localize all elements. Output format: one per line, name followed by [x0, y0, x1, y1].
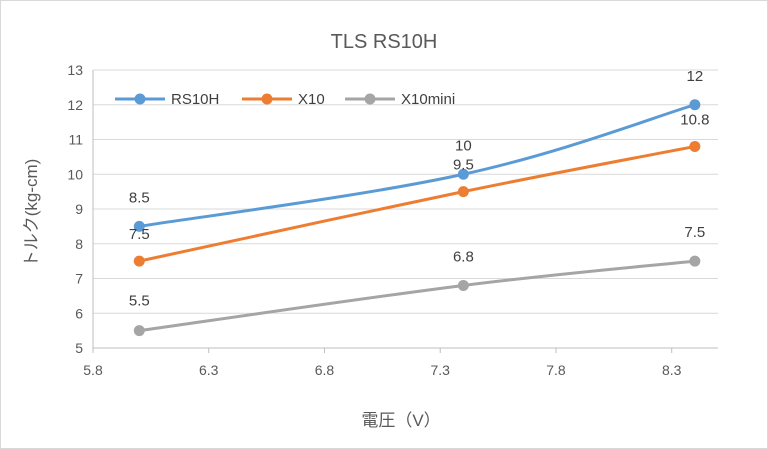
series-line-x10mini	[139, 259, 696, 333]
series-line-x10	[138, 144, 696, 263]
data-label-rs10h: 8.5	[129, 189, 150, 206]
chart-title: TLS RS10H	[331, 31, 438, 53]
data-label-x10mini: 7.5	[684, 224, 705, 241]
data-label-x10: 7.5	[129, 226, 150, 243]
y-tick-label: 7	[75, 271, 83, 287]
data-point-x10	[133, 255, 145, 267]
data-label-x10: 9.5	[453, 157, 474, 174]
x-tick-label: 7.3	[430, 362, 450, 378]
data-point-x10mini	[133, 325, 145, 337]
data-point-rs10h	[133, 220, 145, 232]
data-label-x10mini: 5.5	[129, 293, 150, 310]
y-tick-label: 13	[67, 62, 83, 78]
data-point-x10	[457, 186, 469, 198]
tick-labels: 5 6 7 8 9 10 11 12 13 5.8 6.3 6.8 7.3 7.8 8.3	[67, 62, 681, 378]
series-line-rs10h	[139, 103, 696, 228]
data-label-rs10h: 12	[687, 68, 704, 85]
legend-label: X10mini	[401, 91, 455, 108]
data-label-rs10h: 10	[455, 137, 472, 154]
y-tick-label: 12	[67, 97, 83, 113]
x-tick-label: 6.3	[199, 362, 219, 378]
legend-swatch-marker	[364, 93, 376, 105]
legend: RS10H X10 X10mini	[115, 91, 455, 108]
x-tick-label: 5.8	[83, 362, 103, 378]
data-point-x10	[689, 140, 701, 152]
legend-swatch-marker	[261, 93, 273, 105]
data-label-x10mini: 6.8	[453, 248, 474, 265]
gridlines	[93, 69, 718, 349]
x-tick-label: 8.3	[662, 362, 682, 378]
x-tick-label: 6.8	[315, 362, 335, 378]
axes	[92, 70, 718, 353]
x-tick-label: 7.8	[546, 362, 566, 378]
y-axis-title: トルク(kg-cm)	[22, 159, 41, 268]
y-tick-label: 9	[75, 201, 83, 217]
data-point-x10mini	[457, 279, 469, 291]
legend-label: RS10H	[171, 91, 219, 108]
y-tick-label: 8	[75, 236, 83, 252]
y-tick-label: 11	[68, 132, 83, 148]
data-point-rs10h	[689, 99, 701, 111]
x-axis-title: 電圧（V）	[361, 411, 440, 430]
legend-swatch-marker	[134, 93, 146, 105]
legend-label: X10	[298, 91, 325, 108]
data-point-rs10h	[457, 168, 469, 180]
y-tick-label: 6	[75, 305, 83, 321]
y-tick-label: 5	[75, 340, 83, 356]
data-label-x10: 10.8	[680, 111, 709, 128]
series-group	[133, 99, 701, 337]
data-labels: 8.5 10 12 7.5 9.5 10.8 5.5 6.8 7.5	[129, 68, 710, 310]
data-point-x10mini	[689, 255, 701, 267]
y-tick-label: 10	[67, 166, 83, 182]
